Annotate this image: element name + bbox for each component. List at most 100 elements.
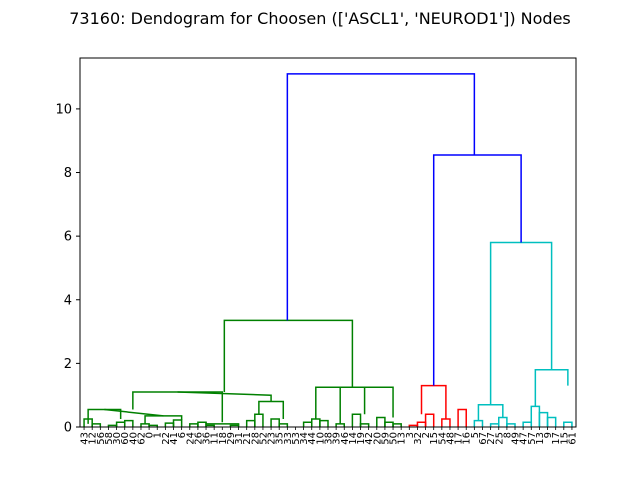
leaf-label: 23 xyxy=(267,432,278,445)
y-tick-label: 10 xyxy=(55,102,72,117)
dendrogram-leaf-link xyxy=(522,421,533,427)
leaf-label: 15 xyxy=(429,432,440,445)
chart-title: 73160: Dendogram for Choosen (['ASCL1', … xyxy=(69,9,571,28)
leaf-label: 2 xyxy=(421,432,432,438)
leaf-label: 27 xyxy=(486,432,497,445)
leaf-label: 26 xyxy=(193,432,204,445)
leaf-label: 12 xyxy=(88,432,99,445)
dendrogram-link xyxy=(132,391,224,423)
dendrogram-leaf-link xyxy=(278,423,289,427)
dendrogram-leaf-link xyxy=(254,413,264,427)
leaf-label: 21 xyxy=(242,432,253,445)
dendrogram-leaf-link xyxy=(319,419,329,427)
dendrogram-leaf-link xyxy=(392,423,402,427)
leaf-label: 15 xyxy=(559,432,570,445)
dendrogram-link xyxy=(420,384,447,420)
plot-frame xyxy=(79,57,577,428)
dendrogram-leaf-link xyxy=(351,413,362,427)
dendrogram-leaf-link xyxy=(416,421,427,427)
leaf-label: 34 xyxy=(299,432,310,445)
leaf-label: 43 xyxy=(80,432,91,445)
dendrogram-leaf-link xyxy=(457,408,467,427)
dendrogram-links xyxy=(83,73,573,427)
dendrogram-leaf-link xyxy=(172,419,183,427)
leaf-label: 24 xyxy=(185,432,196,445)
y-tick-label: 2 xyxy=(64,357,72,372)
leaf-label: 30 xyxy=(112,432,123,445)
y-tick-label: 8 xyxy=(64,166,72,181)
leaf-label: 16 xyxy=(462,432,473,445)
dendrogram-leaf-link xyxy=(91,423,102,427)
leaf-label: 61 xyxy=(567,432,578,445)
leaf-label: 52 xyxy=(258,432,269,445)
dendrogram-leaf-link xyxy=(229,424,240,427)
dendrogram-link xyxy=(363,386,394,418)
leaf-label: 13 xyxy=(397,432,408,445)
leaf-label: 25 xyxy=(494,432,505,445)
dendrogram-leaf-link xyxy=(115,421,126,427)
dendrogram-leaf-link xyxy=(530,405,541,427)
dendrogram-leaf-link xyxy=(473,419,484,427)
dendrogram-leaf-link xyxy=(506,423,516,427)
leaf-label: 11 xyxy=(210,432,221,445)
dendrogram-leaf-link xyxy=(335,423,346,427)
dendrogram-leaf-link xyxy=(424,413,435,427)
dendrogram-link xyxy=(286,73,476,321)
dendrogram-link xyxy=(104,408,164,417)
dendrogram-link xyxy=(432,154,522,386)
leaf-label: 13 xyxy=(535,432,546,445)
dendrogram-link xyxy=(258,400,285,420)
dendrogram-leaf-link xyxy=(441,418,451,427)
leaf-label: 32 xyxy=(413,432,424,445)
leaf-label: 31 xyxy=(234,432,245,445)
leaf-label: 33 xyxy=(283,432,294,445)
leaf-label: 42 xyxy=(364,432,375,445)
dendrogram-leaf-link xyxy=(384,421,394,427)
x-axis-leaf-labels: 4312565830604062012241624263611182931212… xyxy=(80,427,578,445)
dendrogram-leaf-link xyxy=(245,419,256,427)
leaf-label: 60 xyxy=(120,432,131,445)
leaf-label: 49 xyxy=(511,432,522,445)
leaf-label: 53 xyxy=(291,432,302,445)
leaf-label: 50 xyxy=(389,432,400,445)
leaf-label: 36 xyxy=(202,432,213,445)
dendrogram-leaf-link xyxy=(546,416,557,427)
dendrogram-leaf-link xyxy=(376,416,386,427)
y-axis: 0 2 4 6 8 10 xyxy=(55,102,80,436)
leaf-label: 3 xyxy=(405,432,416,438)
leaf-label: 39 xyxy=(332,432,343,445)
leaf-label: 47 xyxy=(519,432,530,445)
dendrogram-leaf-link xyxy=(302,421,313,427)
leaf-label: 29 xyxy=(226,432,237,445)
dendrogram-link xyxy=(177,391,272,402)
leaf-label: 35 xyxy=(275,432,286,445)
leaf-label: 14 xyxy=(348,432,359,445)
leaf-label: 41 xyxy=(169,432,180,445)
dendrogram-leaf-link xyxy=(164,422,175,427)
leaf-label: 48 xyxy=(445,432,456,445)
dendrogram-leaf-link xyxy=(270,418,280,427)
y-tick-label: 4 xyxy=(64,293,72,308)
leaf-label: 6 xyxy=(177,432,188,438)
leaf-label: 58 xyxy=(104,432,115,445)
leaf-label: 10 xyxy=(315,432,326,445)
dendrogram-leaf-link xyxy=(563,421,573,427)
leaf-label: 59 xyxy=(380,432,391,445)
leaf-label: 1 xyxy=(153,432,164,438)
dendrogram-leaf-link xyxy=(310,418,321,427)
leaf-label: 17 xyxy=(551,432,562,445)
leaf-label: 67 xyxy=(478,432,489,445)
dendrogram-link xyxy=(477,403,504,421)
leaf-label: 57 xyxy=(527,432,538,445)
leaf-label: 17 xyxy=(454,432,465,445)
leaf-label: 5 xyxy=(470,432,481,438)
dendrogram-leaf-link xyxy=(148,424,158,427)
leaf-label: 46 xyxy=(340,432,351,445)
dendrogram-link xyxy=(534,368,569,407)
dendrogram-leaf-link xyxy=(197,421,207,427)
dendrogram-link xyxy=(489,241,553,405)
dendrogram-link xyxy=(205,422,240,426)
leaf-label: 19 xyxy=(356,432,367,445)
leaf-label: 20 xyxy=(372,432,383,445)
